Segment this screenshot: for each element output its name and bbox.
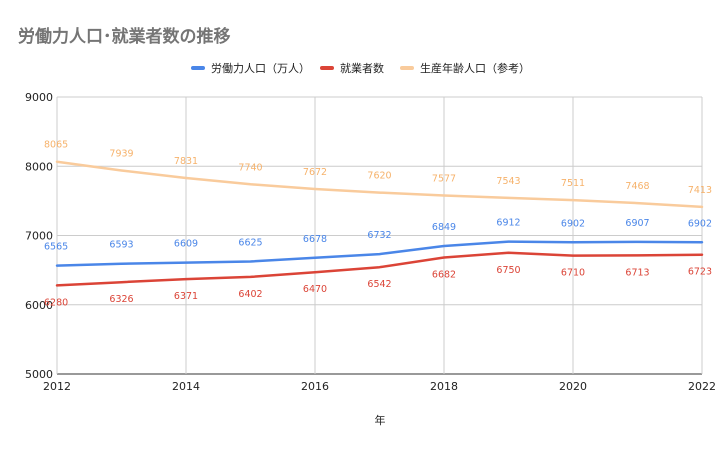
x-axis-title: 年 (375, 413, 386, 427)
data-label-s2-2014: 7831 (174, 156, 198, 167)
x-tick-label-2014: 2014 (172, 380, 200, 393)
data-label-s1-2016: 6470 (303, 284, 327, 295)
gridlines (56, 96, 703, 375)
data-label-s0-2016: 6678 (303, 234, 327, 245)
data-label-s0-2019: 6912 (496, 218, 520, 229)
data-label-s1-2019: 6750 (496, 265, 520, 276)
x-tick-label-2016: 2016 (301, 380, 329, 393)
data-label-s1-2015: 6402 (238, 289, 262, 300)
y-axis: 5000 6000 7000 8000 9000 (25, 91, 53, 381)
x-tick-label-2022: 2022 (688, 380, 716, 393)
x-tick-label-2012: 2012 (43, 380, 71, 393)
legend-label-2: 生産年齢人口（参考） (420, 61, 530, 75)
data-labels: 6565 6593 6609 6625 6678 6732 6849 6912 6902 6907… (44, 140, 712, 309)
legend-label-0: 労働力人口（万人） (211, 61, 310, 75)
data-label-s2-2013: 7939 (109, 148, 133, 159)
data-label-s2-2015: 7740 (238, 162, 262, 173)
data-label-s0-2012: 6565 (44, 242, 68, 253)
chart-title: 労働力人口･就業者数の推移 (18, 26, 231, 47)
data-label-s0-2014: 6609 (174, 239, 198, 250)
data-label-s1-2017: 6542 (367, 279, 391, 290)
x-tick-label-2020: 2020 (559, 380, 587, 393)
y-tick-label-9000: 9000 (25, 91, 53, 104)
data-label-s1-2022: 6723 (688, 267, 712, 278)
data-label-s1-2013: 6326 (109, 294, 133, 305)
y-tick-label-7000: 7000 (25, 230, 53, 243)
data-label-s2-2021: 7468 (625, 181, 649, 192)
data-label-s1-2018: 6682 (432, 270, 456, 281)
data-label-s2-2017: 7620 (367, 171, 391, 182)
x-axis: 2012 2014 2016 2018 2020 2022 (43, 380, 716, 393)
y-tick-label-6000: 6000 (25, 299, 53, 312)
data-label-s2-2012: 8065 (44, 140, 68, 151)
data-label-s2-2018: 7577 (432, 174, 456, 185)
x-tick-label-2018: 2018 (430, 380, 458, 393)
data-label-s0-2020: 6902 (561, 218, 585, 229)
data-label-s0-2017: 6732 (367, 230, 391, 241)
data-label-s0-2015: 6625 (238, 237, 262, 248)
data-label-s2-2016: 7672 (303, 167, 327, 178)
legend-label-1: 就業者数 (340, 61, 384, 75)
legend: 労働力人口（万人） 就業者数 生産年齢人口（参考） (191, 61, 530, 75)
data-label-s2-2022: 7413 (688, 185, 712, 196)
series-line-1 (55, 251, 704, 287)
data-label-s0-2018: 6849 (432, 222, 456, 233)
data-label-s1-2021: 6713 (625, 267, 649, 278)
legend-swatch-2 (400, 66, 414, 70)
series-lines (55, 160, 704, 287)
y-tick-label-8000: 8000 (25, 160, 53, 173)
data-label-s2-2019: 7543 (496, 176, 520, 187)
data-label-s1-2020: 6710 (561, 268, 585, 279)
data-label-s0-2013: 6593 (109, 240, 133, 251)
series-line-2 (55, 160, 704, 209)
series-line-0 (55, 240, 704, 267)
data-label-s2-2020: 7511 (561, 178, 585, 189)
legend-swatch-0 (191, 66, 205, 70)
data-label-s1-2014: 6371 (174, 291, 198, 302)
legend-swatch-1 (320, 66, 334, 70)
y-tick-label-5000: 5000 (25, 368, 53, 381)
data-label-s0-2022: 6902 (688, 218, 712, 229)
data-label-s1-2012: 6280 (44, 297, 68, 308)
data-label-s0-2021: 6907 (625, 218, 649, 229)
